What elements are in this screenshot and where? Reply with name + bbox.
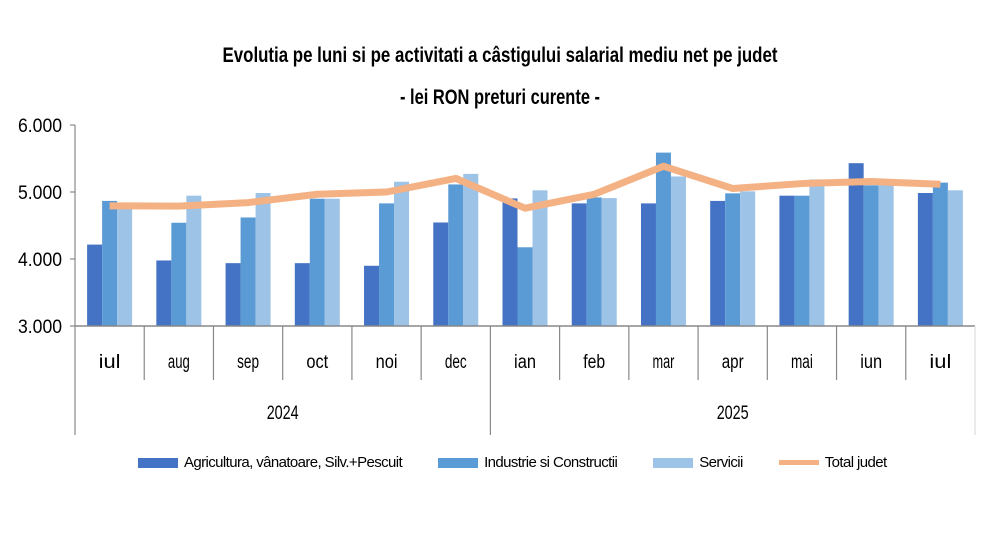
x-group-label: 2025 [717, 403, 749, 424]
y-tick-label: 4.000 [18, 250, 62, 271]
bar-agricultura [848, 163, 864, 326]
bar-agricultura [294, 263, 310, 326]
bar-agricultura [917, 193, 933, 326]
bar-industrie [240, 217, 256, 326]
bar-industrie [725, 193, 741, 326]
x-tick-label: feb [583, 352, 605, 373]
bar-agricultura [502, 198, 518, 326]
bars-group [87, 152, 963, 326]
bar-industrie [794, 195, 810, 326]
bar-agricultura [156, 260, 172, 326]
bar-servicii [394, 181, 410, 326]
chart-title: Evolutia pe luni si pe activitati a câst… [223, 44, 778, 67]
y-tick-label: 5.000 [18, 183, 62, 204]
bar-servicii [601, 198, 617, 326]
bar-agricultura [779, 195, 795, 326]
legend-label-total: Total judet [824, 454, 887, 471]
bar-servicii [670, 176, 686, 326]
bar-industrie [379, 203, 395, 326]
bar-industrie [863, 185, 879, 326]
bar-agricultura [225, 263, 241, 326]
x-tick-label: mar [653, 352, 675, 373]
legend-item-servicii: Servicii [653, 454, 743, 471]
bar-agricultura [433, 222, 449, 326]
bar-industrie [586, 197, 602, 326]
bar-agricultura [364, 265, 380, 326]
bar-industrie [171, 222, 187, 326]
x-tick-label: mai [791, 352, 813, 373]
bar-servicii [740, 191, 756, 326]
x-tick-label: oct [306, 352, 329, 373]
bar-agricultura [640, 203, 656, 326]
x-tick-label: iun [860, 352, 882, 373]
bar-agricultura [710, 200, 726, 326]
bar-agricultura [87, 244, 103, 326]
legend-swatch-industrie [438, 457, 479, 468]
y-tick-label: 6.000 [18, 116, 62, 137]
x-tick-label: iul [99, 352, 121, 373]
bar-agricultura [571, 203, 587, 326]
x-tick-label: apr [722, 352, 744, 373]
bar-industrie [309, 198, 325, 326]
legend-label-agricultura: Agricultura, vânatoare, Silv.+Pescuit [184, 454, 403, 471]
legend-item-total: Total judet [778, 454, 887, 471]
bar-servicii [947, 190, 963, 326]
legend-swatch-total [778, 460, 819, 465]
bar-industrie [448, 184, 464, 326]
y-tick-label: 3.000 [18, 317, 62, 338]
bar-servicii [463, 173, 479, 326]
legend-item-agricultura: Agricultura, vânatoare, Silv.+Pescuit [138, 454, 403, 471]
legend-label-industrie: Industrie si Constructii [484, 454, 618, 471]
bar-servicii [809, 179, 825, 326]
x-axis: iul aug sep oct noi dec ian feb mar apr mai iun iul 2… [74, 325, 976, 435]
legend-label-servicii: Servicii [699, 454, 743, 471]
bar-servicii [117, 206, 133, 326]
x-tick-label: ian [514, 352, 536, 373]
x-tick-label: noi [376, 352, 398, 373]
x-group-label: 2024 [267, 403, 299, 424]
bar-servicii [324, 198, 340, 326]
bar-servicii [255, 193, 271, 326]
legend-swatch-agricultura [138, 457, 178, 468]
bar-industrie [102, 200, 118, 326]
chart-subtitle: - lei RON preturi curente - [400, 86, 600, 109]
legend: Agricultura, vânatoare, Silv.+Pescuit In… [138, 454, 923, 471]
x-tick-label: iul [929, 352, 951, 373]
x-tick-label: dec [445, 352, 467, 373]
legend-swatch-servicii [653, 457, 694, 468]
x-tick-label: sep [237, 352, 259, 373]
bar-industrie [655, 152, 671, 326]
bar-industrie [517, 247, 533, 326]
x-tick-label: aug [168, 352, 190, 373]
y-axis: 3.000 4.000 5.000 6.000 [18, 116, 76, 338]
line-group [109, 162, 941, 212]
bar-servicii [532, 190, 548, 326]
bar-servicii [878, 185, 894, 326]
bar-servicii [186, 195, 202, 326]
legend-item-industrie: Industrie si Constructii [438, 454, 618, 471]
bar-industrie [932, 182, 948, 326]
